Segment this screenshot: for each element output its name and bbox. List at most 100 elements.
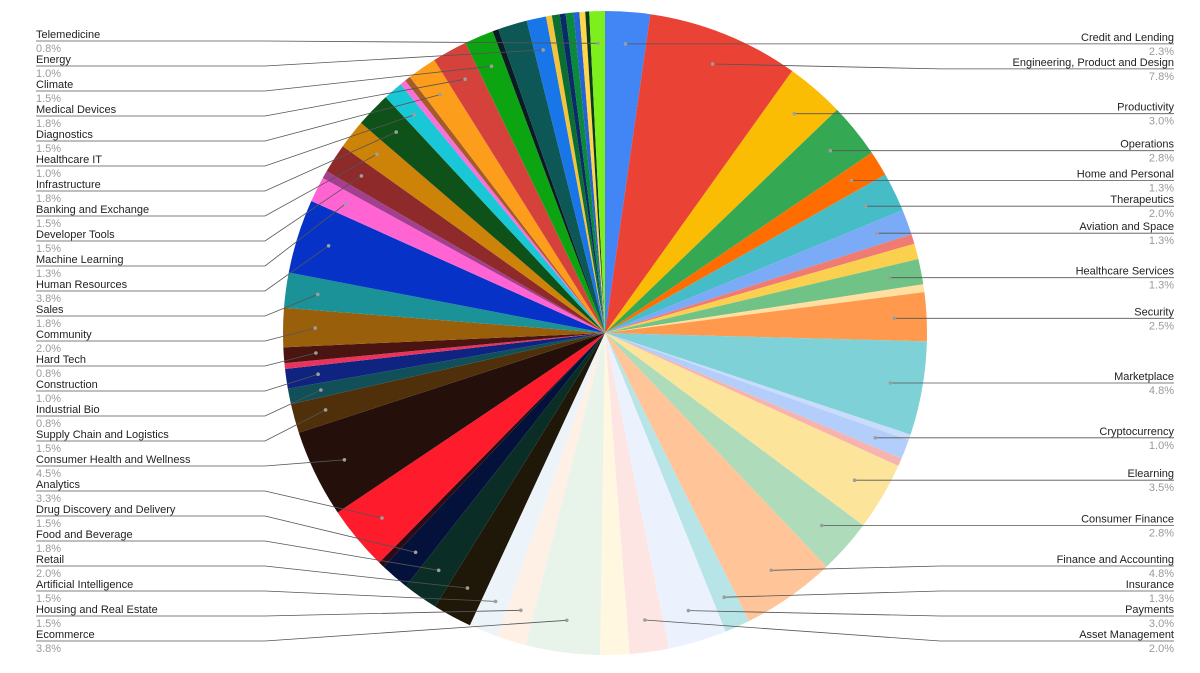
leader-dot xyxy=(343,202,348,206)
pie-slice-engineering-product-and-design xyxy=(605,14,793,334)
pie-slices xyxy=(283,11,927,655)
leader-dot xyxy=(565,618,569,623)
leader-line xyxy=(36,490,383,519)
leader-dot xyxy=(686,608,691,613)
slice-labels: Telemedicine0.8%Energy1.0%Climate1.5%Med… xyxy=(36,29,1174,655)
slice-percent-label: 1.3% xyxy=(1149,280,1174,292)
leader-dot xyxy=(623,42,628,46)
slice-percent-label: 1.5% xyxy=(36,443,61,455)
slice-percent-label: 3.3% xyxy=(36,493,61,505)
slice-label: Industrial Bio xyxy=(36,404,100,416)
slice-label: Ecommerce xyxy=(36,629,95,641)
slice-label: Community xyxy=(36,329,92,341)
slice-label: Medical Devices xyxy=(36,104,117,116)
leader-dot xyxy=(313,326,318,330)
leader-line xyxy=(36,245,329,292)
pie-slice-energy xyxy=(526,16,605,333)
slice-label: Payments xyxy=(1125,604,1174,616)
leader-line xyxy=(36,619,567,642)
pie-slice-consumer-finance xyxy=(605,333,864,567)
pie-slice-productivity xyxy=(605,70,838,334)
pie-slice-insurance xyxy=(605,333,750,632)
pie-slice-unlabeled-13 xyxy=(605,333,911,441)
pie-slice-housing-and-real-estate xyxy=(497,333,605,646)
leader-line xyxy=(771,565,1174,571)
leader-line xyxy=(36,609,521,617)
leader-line xyxy=(36,409,326,442)
leader-dot xyxy=(888,381,893,385)
leader-dot xyxy=(359,174,364,178)
pie-slice-unlabeled-46 xyxy=(400,80,605,333)
leader-line xyxy=(36,373,319,392)
pie-slice-food-and-beverage xyxy=(405,333,605,607)
slice-percent-label: 1.5% xyxy=(36,93,61,105)
leader-line xyxy=(36,94,441,142)
pie-slice-construction xyxy=(285,333,605,389)
pie-slice-cryptocurrency xyxy=(605,333,909,459)
slice-percent-label: 1.8% xyxy=(36,543,61,555)
pie-slice-consumer-health-and-wellness xyxy=(298,333,605,513)
pie-slice-human-resources xyxy=(288,201,605,333)
leader-dot xyxy=(489,64,494,69)
pie-slice-payments xyxy=(605,333,726,649)
leader-dot xyxy=(863,204,868,208)
slice-percent-label: 2.8% xyxy=(1149,153,1174,165)
leader-dot xyxy=(892,316,897,321)
slice-label: Engineering, Product and Design xyxy=(1013,57,1174,69)
pie-slice-unlabeled-58 xyxy=(573,12,605,334)
leader-line xyxy=(36,389,322,417)
slice-label: Energy xyxy=(36,54,71,66)
pie-slice-unlabeled-60 xyxy=(585,11,605,333)
leader-dot xyxy=(710,62,715,66)
slice-percent-label: 2.0% xyxy=(1149,208,1174,220)
leader-dot xyxy=(465,586,470,590)
pie-slice-ecommerce xyxy=(525,333,605,655)
slice-label: Infrastructure xyxy=(36,179,101,191)
leader-line xyxy=(724,590,1174,598)
leader-dot xyxy=(541,48,545,52)
slice-percent-label: 1.3% xyxy=(36,268,61,280)
pie-slice-unlabeled-51 xyxy=(492,29,605,333)
slice-label: Aviation and Space xyxy=(1079,221,1174,233)
slice-label: Food and Beverage xyxy=(36,529,133,541)
leader-dot xyxy=(394,130,399,134)
leader-dot xyxy=(316,372,320,377)
slice-label: Developer Tools xyxy=(36,229,115,241)
slice-label: Operations xyxy=(1120,139,1174,151)
leader-line xyxy=(36,78,466,117)
slice-percent-label: 1.0% xyxy=(36,168,61,180)
leader-line xyxy=(36,153,378,217)
leader-line xyxy=(36,352,316,367)
pie-slice-unlabeled-10 xyxy=(605,284,925,333)
slice-label: Telemedicine xyxy=(36,29,100,41)
leader-dot xyxy=(792,111,797,116)
pie-slice-unlabeled-22 xyxy=(600,333,630,655)
slice-percent-label: 1.8% xyxy=(36,118,61,130)
pie-slice-artificial-intelligence xyxy=(469,333,605,637)
slice-percent-label: 0.8% xyxy=(36,368,61,380)
slice-label: Healthcare Services xyxy=(1076,266,1175,278)
slice-percent-label: 4.8% xyxy=(1149,568,1174,580)
slice-percent-label: 0.8% xyxy=(36,43,61,55)
pie-slice-community xyxy=(283,307,605,348)
pie-slice-finance-and-accounting xyxy=(605,333,827,621)
leader-line xyxy=(36,515,416,553)
leader-dot xyxy=(873,436,877,440)
slice-label: Elearning xyxy=(1128,468,1174,480)
slice-percent-label: 2.5% xyxy=(1149,320,1174,332)
pie-slice-hard-tech xyxy=(283,333,605,364)
leader-line xyxy=(36,65,492,92)
pie-slice-retail xyxy=(435,333,605,626)
leader-dot xyxy=(769,568,774,573)
pie-slice-operations xyxy=(605,109,872,333)
leader-dot xyxy=(828,148,833,153)
slice-label: Hard Tech xyxy=(36,354,86,366)
slice-percent-label: 2.8% xyxy=(1149,528,1174,540)
slice-percent-label: 3.8% xyxy=(36,643,61,655)
leader-dot xyxy=(436,568,441,573)
leader-dot xyxy=(596,41,600,46)
pie-slice-marketplace xyxy=(605,333,927,435)
slice-label: Consumer Health and Wellness xyxy=(36,454,191,466)
leader-dot xyxy=(412,113,417,117)
slice-label: Healthcare IT xyxy=(36,154,102,166)
